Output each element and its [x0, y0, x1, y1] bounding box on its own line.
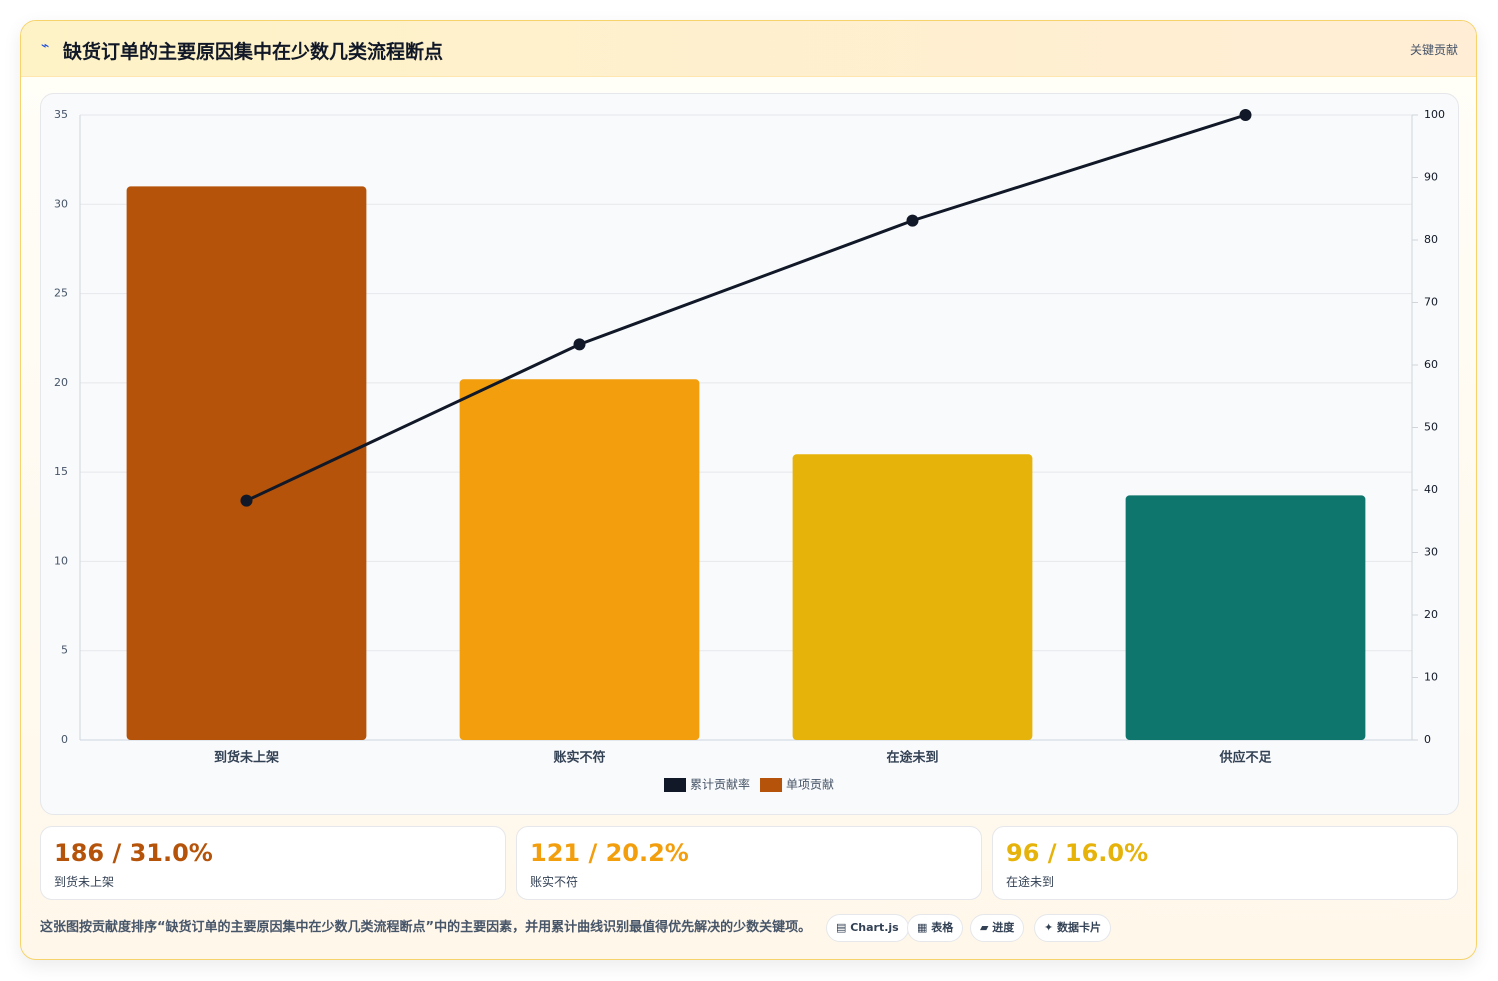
y2-tick-label: 10 — [1424, 671, 1438, 684]
y-tick-label: 10 — [54, 554, 68, 567]
y2-tick-label: 70 — [1424, 296, 1438, 309]
line-point — [573, 338, 586, 351]
toolbar-button[interactable]: ▦ 表格 — [907, 914, 964, 942]
y2-tick-label: 100 — [1424, 108, 1445, 121]
y-tick-label: 5 — [61, 644, 68, 657]
stat-value: 121 / 20.2% — [530, 839, 689, 867]
cumulative-line — [245, 113, 1246, 502]
y-tick-label: 0 — [61, 733, 68, 746]
y2-tick-label: 80 — [1424, 233, 1438, 246]
header-badge: 关键贡献 — [1409, 43, 1458, 57]
y2-tick-label: 60 — [1424, 358, 1438, 371]
y2-tick-label: 0 — [1424, 733, 1431, 746]
stat-label: 在途未到 — [1006, 875, 1055, 889]
dashboard-card: ⌁ 缺货订单的主要原因集中在少数几类流程断点 关键贡献 186 / 31.0% 到… — [20, 20, 1477, 960]
legend-swatch — [760, 778, 783, 792]
y2-tick-label: 30 — [1424, 546, 1438, 559]
x-tick-label: 到货未上架 — [214, 750, 279, 766]
x-tick-label: 供应不足 — [1218, 750, 1272, 766]
y-tick-label: 25 — [54, 287, 68, 300]
toolbar-button[interactable]: ✦ 数据卡片 — [1034, 914, 1112, 942]
header-icon: ⌁ — [41, 38, 50, 54]
stat-value: 186 / 31.0% — [54, 839, 213, 867]
y-tick-label: 20 — [54, 376, 68, 389]
bar — [1125, 495, 1366, 740]
bar — [792, 454, 1033, 740]
y2-tick-label: 50 — [1424, 421, 1438, 434]
stat-label: 账实不符 — [530, 875, 579, 889]
toolbar-button[interactable]: ▤ Chart.js — [826, 914, 909, 942]
line-point — [240, 494, 253, 507]
x-tick-label: 在途未到 — [886, 750, 938, 766]
y2-tick-label: 90 — [1424, 171, 1438, 184]
x-tick-label: 账实不符 — [553, 750, 605, 766]
y-tick-label: 30 — [54, 197, 68, 210]
legend-label: 单项贡献 — [786, 777, 834, 792]
card-title: 缺货订单的主要原因集中在少数几类流程断点 — [63, 41, 444, 63]
card-header: ⌁ 缺货订单的主要原因集中在少数几类流程断点 关键贡献 — [21, 21, 1476, 77]
legend-label: 累计贡献率 — [690, 777, 750, 792]
bar — [126, 186, 367, 740]
stat-card: 96 / 16.0% 在途未到 — [992, 826, 1458, 900]
line-point — [1239, 109, 1252, 121]
footer-text: 这张图按贡献度排序“缺货订单的主要原因集中在少数几类流程断点”中的主要因素，并用… — [40, 920, 812, 935]
y2-tick-label: 40 — [1424, 483, 1438, 496]
stat-card: 186 / 31.0% 到货未上架 — [40, 826, 506, 900]
y-tick-label: 15 — [54, 465, 68, 478]
bar — [459, 379, 700, 740]
stat-value: 96 / 16.0% — [1006, 839, 1149, 867]
line-point — [906, 214, 919, 227]
stat-label: 到货未上架 — [54, 875, 115, 889]
toolbar-button[interactable]: ▰ 进度 — [970, 914, 1025, 942]
legend-swatch — [664, 778, 686, 792]
y-tick-label: 35 — [54, 108, 68, 121]
stat-card: 121 / 20.2% 账实不符 — [516, 826, 982, 900]
y2-tick-label: 20 — [1424, 608, 1438, 621]
